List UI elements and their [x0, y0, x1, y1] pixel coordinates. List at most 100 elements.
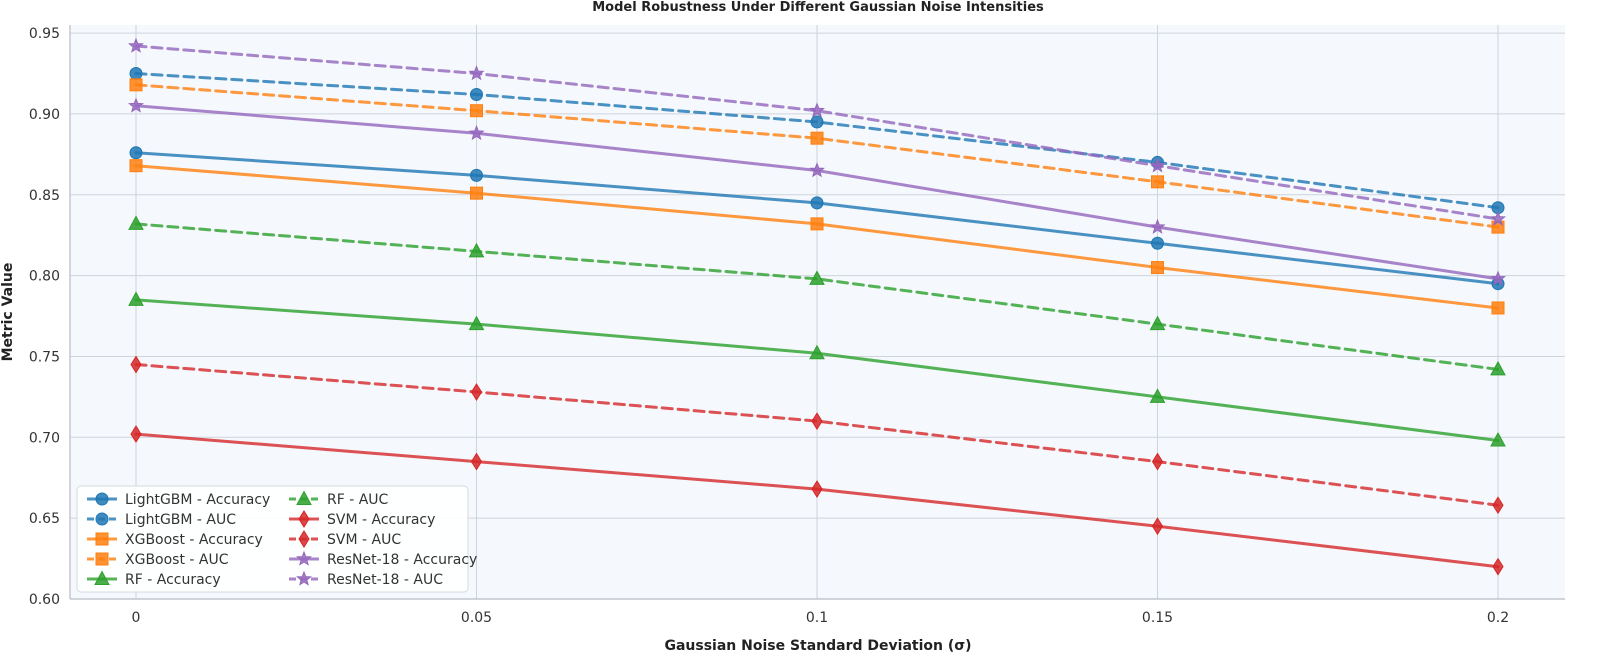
- data-point: [129, 67, 143, 81]
- legend-label: XGBoost - Accuracy: [125, 532, 263, 548]
- data-point: [811, 480, 823, 498]
- legend-label: ResNet-18 - AUC: [327, 572, 443, 588]
- legend-label: XGBoost - AUC: [125, 552, 229, 568]
- legend-marker: [95, 552, 109, 566]
- data-point: [1149, 218, 1166, 234]
- data-point: [130, 425, 142, 444]
- legend-marker: [298, 530, 310, 548]
- legend: LightGBM - Accuracy LightGBM - AUC XGBoost…: [76, 485, 477, 593]
- data-point: [1149, 388, 1166, 403]
- data-point: [1492, 496, 1504, 515]
- data-point: [1149, 315, 1166, 331]
- legend-marker: [95, 492, 109, 506]
- data-point: [1491, 220, 1505, 234]
- chart-title: Model Robustness Under Different Gaussia…: [592, 0, 1044, 15]
- legend-marker: [95, 532, 109, 546]
- data-point: [1151, 452, 1164, 471]
- data-point: [809, 270, 825, 285]
- legend-label: RF - AUC: [327, 492, 389, 508]
- legend-item: LightGBM - Accuracy: [87, 492, 270, 508]
- legend-item: LightGBM - AUC: [87, 512, 236, 528]
- legend-item: RF - Accuracy: [87, 570, 221, 588]
- data-point: [1151, 236, 1164, 250]
- data-point: [470, 186, 483, 200]
- data-point: [1490, 431, 1506, 447]
- legend-marker: [94, 570, 110, 585]
- data-point: [1151, 261, 1164, 275]
- legend-marker: [298, 510, 310, 528]
- series-resnet-18-auc: [128, 37, 1506, 226]
- legend-box: [76, 485, 469, 593]
- data-point: [470, 452, 483, 471]
- data-point: [1149, 157, 1166, 173]
- data-point: [470, 88, 483, 102]
- legend-item: SVM - Accuracy: [289, 510, 435, 528]
- data-point: [130, 355, 142, 374]
- data-point: [128, 215, 144, 230]
- data-point: [470, 104, 483, 118]
- legend-label: RF - Accuracy: [125, 572, 221, 588]
- data-point: [810, 115, 824, 129]
- data-point: [1492, 557, 1504, 576]
- series-svm-accuracy: [130, 425, 1504, 576]
- x-tick-label: 0: [132, 610, 141, 626]
- legend-marker: [296, 570, 312, 586]
- data-point: [129, 146, 143, 160]
- data-point: [810, 217, 824, 231]
- y-tick-label: 0.90: [29, 107, 60, 123]
- legend-marker: [296, 550, 312, 566]
- data-point: [128, 291, 144, 306]
- data-point: [128, 37, 144, 53]
- grid: [70, 25, 1565, 600]
- legend-marker: [296, 490, 312, 505]
- data-point: [809, 162, 825, 178]
- legend-item: RF - AUC: [289, 490, 389, 508]
- data-point: [1151, 175, 1164, 189]
- legend-label: SVM - AUC: [327, 532, 401, 548]
- legend-label: LightGBM - AUC: [125, 512, 236, 528]
- data-point: [809, 344, 825, 360]
- legend-item: XGBoost - Accuracy: [87, 532, 263, 548]
- y-tick-label: 0.70: [29, 430, 60, 446]
- x-tick-label: 0.15: [1142, 610, 1173, 626]
- data-point: [470, 383, 483, 401]
- series-xgboost-auc: [129, 78, 1505, 234]
- legend-item: ResNet-18 - AUC: [289, 570, 443, 588]
- x-axis-label: Gaussian Noise Standard Deviation (σ): [664, 638, 971, 654]
- data-point: [128, 97, 144, 113]
- x-tick-label: 0.05: [461, 610, 492, 626]
- series-layer: [128, 37, 1506, 576]
- data-point: [809, 102, 825, 118]
- data-point: [129, 78, 143, 92]
- y-axis-label: Metric Value: [0, 263, 16, 362]
- axes: 0.60 0.65 0.70 0.75 0.80 0.85 0.90 0.95 0 0.05 0.1…: [29, 25, 1565, 626]
- data-point: [468, 315, 485, 331]
- data-point: [1490, 360, 1506, 376]
- legend-item: SVM - AUC: [289, 530, 401, 548]
- series-rf-auc: [128, 215, 1506, 376]
- data-point: [468, 65, 485, 81]
- data-point: [468, 242, 485, 258]
- series-rf-accuracy: [128, 291, 1506, 447]
- data-point: [811, 412, 823, 431]
- data-point: [810, 131, 824, 145]
- y-tick-label: 0.95: [29, 26, 60, 42]
- data-point: [468, 124, 485, 141]
- x-tick-label: 0.1: [806, 610, 828, 626]
- x-tick-label: 0.2: [1487, 610, 1509, 626]
- legend-label: SVM - Accuracy: [327, 512, 435, 528]
- series-svm-auc: [130, 355, 1504, 515]
- legend-item: ResNet-18 - Accuracy: [289, 550, 477, 568]
- y-tick-label: 0.85: [29, 188, 60, 204]
- legend-item: XGBoost - AUC: [87, 552, 229, 568]
- y-tick-label: 0.80: [29, 269, 60, 285]
- data-point: [1491, 301, 1505, 315]
- legend-label: ResNet-18 - Accuracy: [327, 552, 477, 568]
- data-point: [470, 168, 483, 182]
- series-lightgbm-accuracy: [129, 146, 1505, 291]
- data-point: [1151, 517, 1164, 536]
- legend-label: LightGBM - Accuracy: [125, 492, 270, 508]
- data-point: [1490, 270, 1506, 286]
- y-tick-label: 0.65: [29, 511, 60, 527]
